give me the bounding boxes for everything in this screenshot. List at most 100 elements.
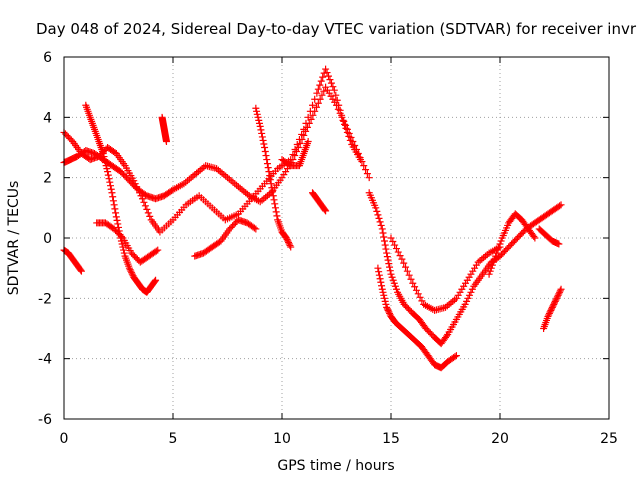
- data-point-interp: [376, 275, 384, 283]
- data-point-interp: [556, 288, 564, 296]
- data-point-interp: [101, 159, 109, 167]
- data-point-interp: [405, 271, 413, 279]
- data-point-interp: [382, 245, 390, 253]
- data-point-interp: [101, 156, 109, 164]
- data-point-interp: [335, 101, 343, 109]
- data-point-interp: [120, 249, 128, 257]
- data-point-interp: [304, 113, 312, 121]
- data-point-interp: [494, 246, 502, 254]
- data-point-interp: [309, 111, 317, 119]
- data-point: [409, 279, 417, 287]
- data-point: [300, 125, 308, 133]
- data-point-interp: [418, 297, 426, 305]
- data-point-interp: [313, 103, 321, 111]
- data-point-interp: [530, 232, 538, 240]
- data-point-interp: [285, 239, 293, 247]
- data-point-interp: [554, 291, 562, 299]
- data-point: [322, 65, 330, 73]
- data-point-interp: [285, 240, 293, 248]
- data-point: [108, 189, 116, 197]
- data-point-interp: [548, 305, 556, 313]
- series-trace-i: [278, 137, 312, 170]
- data-point-interp: [381, 297, 389, 305]
- data-point: [162, 137, 170, 145]
- data-point-interp: [377, 278, 385, 286]
- data-point: [330, 86, 338, 94]
- data-point-interp: [107, 185, 115, 193]
- data-point-interp: [375, 268, 383, 276]
- data-point: [461, 300, 469, 308]
- data-point-interp: [551, 299, 558, 307]
- data-point-interp: [386, 309, 394, 317]
- data-point-interp: [295, 135, 303, 143]
- data-point-interp: [137, 192, 145, 200]
- data-point-interp: [270, 196, 278, 204]
- data-point-interp: [412, 286, 420, 294]
- data-point: [383, 303, 391, 311]
- series-trace-l: [374, 264, 460, 372]
- data-point: [378, 225, 386, 233]
- data-point-interp: [414, 290, 422, 298]
- data-point: [372, 204, 380, 212]
- data-point-interp: [379, 229, 387, 237]
- data-point-interp: [464, 294, 472, 302]
- data-point-interp: [382, 300, 390, 308]
- data-point-interp: [546, 308, 554, 316]
- data-point-interp: [496, 240, 504, 248]
- data-point-interp: [303, 123, 311, 131]
- data-point-interp: [289, 151, 297, 159]
- data-point: [99, 150, 107, 158]
- data-point-interp: [547, 306, 555, 314]
- data-point-interp: [321, 206, 329, 214]
- series-trace-k: [365, 189, 565, 348]
- data-point-interp: [109, 197, 117, 205]
- data-point-interp: [267, 180, 275, 188]
- data-point-interp: [545, 311, 553, 319]
- data-point-interp: [119, 243, 127, 251]
- data-point-interp: [545, 309, 553, 317]
- x-tick-label: 15: [382, 431, 400, 447]
- data-point-interp: [260, 140, 268, 148]
- data-point-interp: [259, 136, 267, 144]
- data-point-interp: [111, 205, 119, 213]
- data-point-interp: [269, 188, 277, 196]
- data-point-interp: [346, 136, 354, 144]
- data-point-interp: [380, 233, 388, 241]
- data-point-interp: [384, 306, 392, 314]
- data-point: [553, 294, 561, 302]
- data-point: [77, 267, 85, 275]
- data-point-interp: [109, 193, 117, 201]
- data-point-interp: [264, 164, 272, 172]
- data-point-interp: [255, 116, 263, 124]
- data-point-interp: [380, 294, 388, 302]
- data-point-interp: [314, 99, 322, 107]
- data-point-interp: [383, 305, 391, 313]
- data-point-interp: [319, 73, 327, 81]
- data-point-interp: [380, 237, 388, 245]
- data-point-interp: [271, 200, 279, 208]
- data-point-interp: [262, 152, 270, 160]
- data-point-interp: [489, 258, 497, 266]
- data-point-interp: [298, 130, 306, 138]
- data-point: [252, 225, 260, 233]
- series-trace-b: [60, 65, 364, 236]
- data-point-interp: [553, 293, 561, 301]
- data-point-interp: [386, 267, 394, 275]
- data-point-interp: [388, 273, 396, 281]
- y-tick-label: 2: [43, 171, 52, 187]
- data-point: [387, 234, 395, 242]
- data-point-interp: [375, 271, 383, 279]
- series-trace-p: [535, 225, 563, 248]
- x-tick-label: 5: [169, 431, 178, 447]
- data-point-interp: [126, 266, 134, 274]
- data-point-interp: [556, 202, 564, 210]
- data-point-interp: [311, 95, 319, 103]
- y-tick-label: 0: [43, 231, 52, 247]
- data-point-interp: [114, 220, 122, 228]
- data-point-interp: [390, 279, 398, 287]
- x-tick-label: 20: [491, 431, 509, 447]
- data-point: [154, 246, 162, 254]
- data-point-interp: [391, 241, 399, 249]
- plot-frame: [63, 56, 610, 420]
- data-point: [485, 270, 493, 278]
